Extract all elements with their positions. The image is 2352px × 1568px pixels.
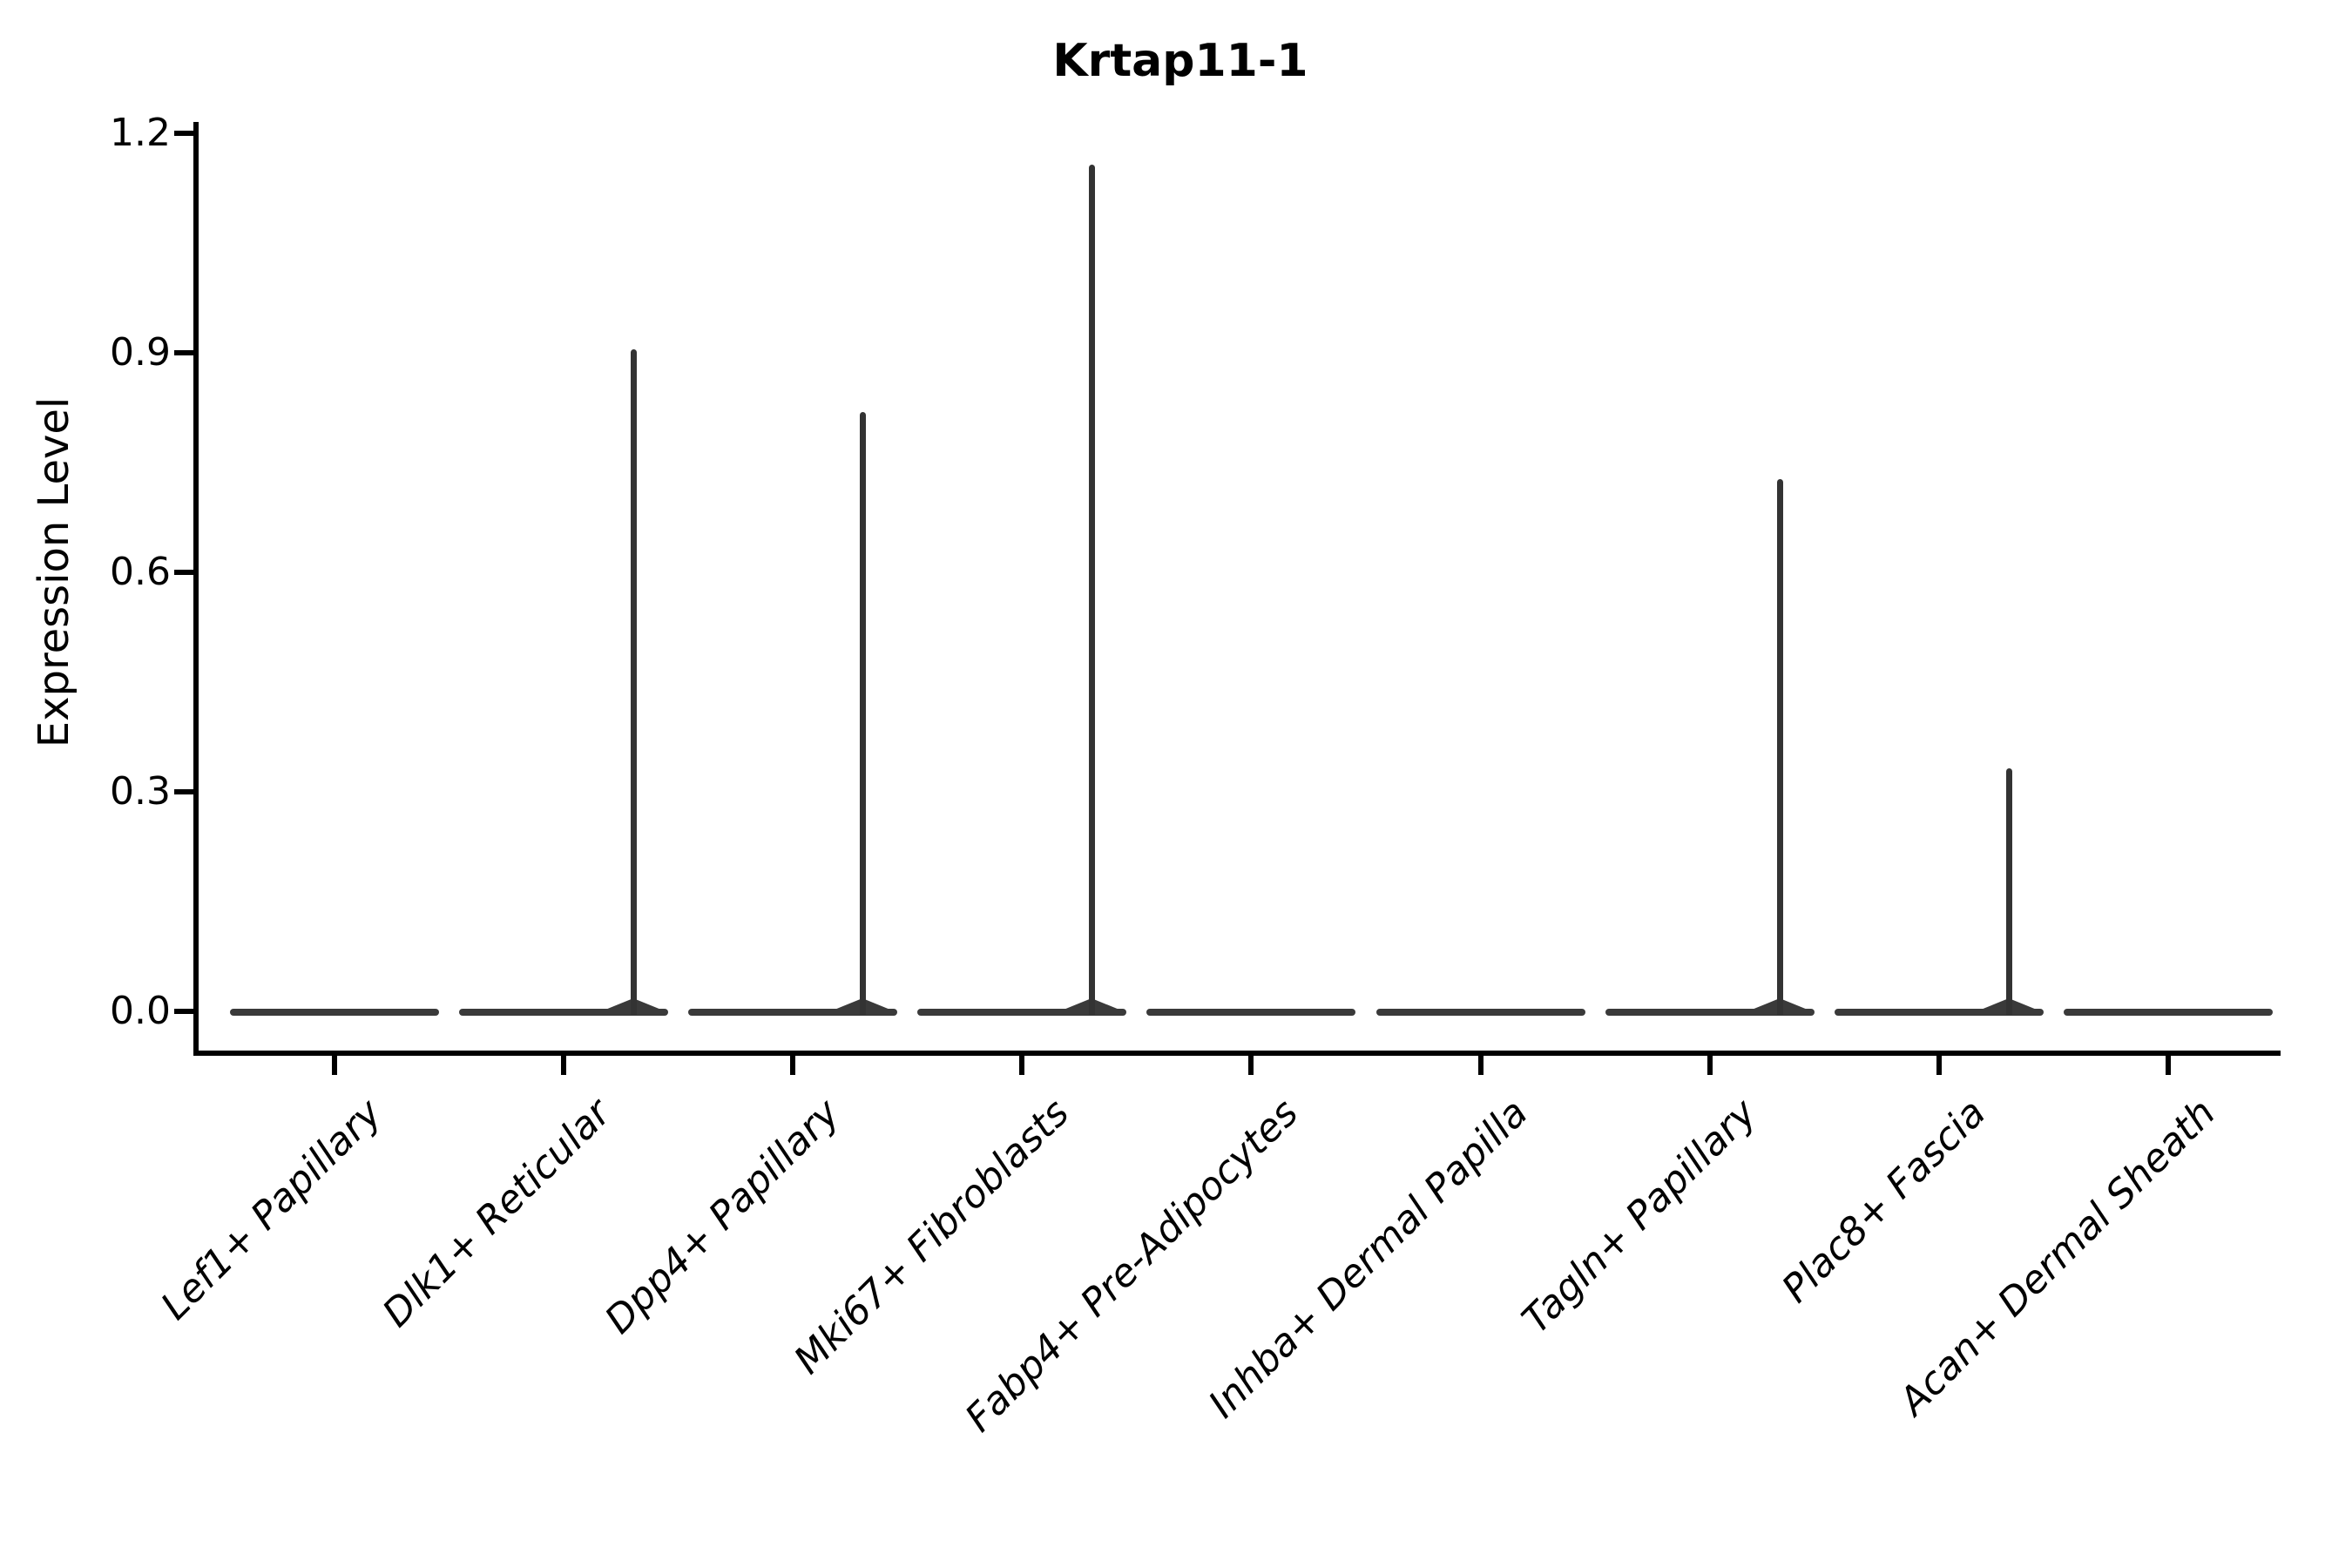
violin <box>688 1009 898 1016</box>
violin <box>1605 1009 1815 1016</box>
y-axis-spine <box>193 122 199 1056</box>
y-tick <box>174 570 193 575</box>
x-tick-label: Lef1+ Papillary <box>152 1091 391 1329</box>
y-tick <box>174 789 193 794</box>
x-tick <box>790 1056 796 1075</box>
x-tick <box>1707 1056 1713 1075</box>
y-tick <box>174 1009 193 1014</box>
violin <box>1146 1009 1356 1016</box>
y-tick <box>174 350 193 355</box>
x-tick <box>1477 1056 1484 1075</box>
violin <box>2063 1009 2273 1016</box>
x-tick <box>1248 1056 1254 1075</box>
y-tick-label: 0.9 <box>110 330 171 375</box>
y-tick <box>174 131 193 136</box>
y-tick-label: 0.6 <box>110 550 171 594</box>
violin-spike <box>1089 165 1096 1015</box>
y-tick-label: 0.0 <box>110 989 171 1033</box>
x-tick <box>1019 1056 1025 1075</box>
x-tick <box>561 1056 567 1075</box>
y-tick-label: 0.3 <box>110 769 171 814</box>
violin <box>917 1009 1127 1016</box>
violin-spike <box>2005 768 2012 1015</box>
violin <box>459 1009 669 1016</box>
violin-spike <box>1776 479 1783 1015</box>
chart-title: Krtap11-1 <box>1052 35 1308 87</box>
violin-spike <box>631 348 638 1015</box>
violin <box>230 1009 439 1016</box>
x-tick-label: Dpp4+ Papillary <box>597 1091 849 1343</box>
y-tick-label: 1.2 <box>110 111 171 155</box>
x-tick <box>1936 1056 1942 1075</box>
x-tick <box>332 1056 337 1075</box>
x-tick <box>2165 1056 2171 1075</box>
y-axis-label: Expression Level <box>30 396 78 748</box>
violin <box>1834 1009 2044 1016</box>
x-tick-label: Plac8+ Fascia <box>1774 1091 1995 1312</box>
x-tick-label: Tagln+ Papillary <box>1513 1091 1766 1342</box>
x-axis-spine <box>193 1051 2281 1056</box>
x-tick-label: Dlk1+ Reticular <box>374 1091 620 1336</box>
violin <box>1375 1009 1585 1016</box>
violin-spike <box>860 412 867 1015</box>
